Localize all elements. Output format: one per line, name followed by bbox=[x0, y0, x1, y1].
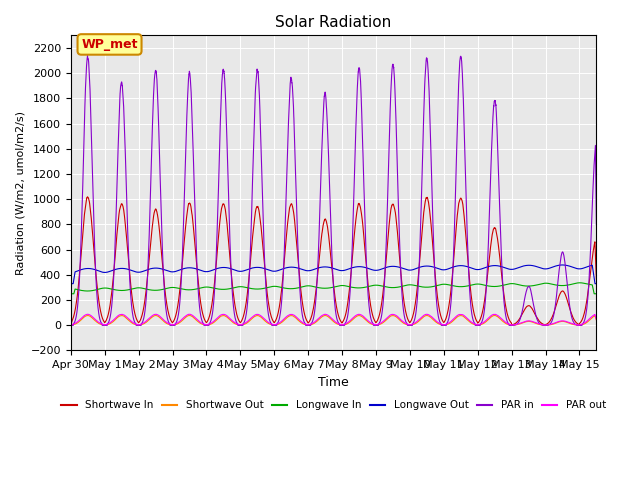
PAR in bbox=[593, 222, 600, 228]
PAR out bbox=[593, 316, 600, 322]
Longwave In bbox=[67, 291, 75, 297]
X-axis label: Time: Time bbox=[318, 376, 349, 389]
PAR out bbox=[499, 317, 507, 323]
Longwave Out bbox=[559, 262, 566, 268]
Shortwave In bbox=[67, 321, 75, 327]
Longwave Out bbox=[459, 263, 467, 269]
Longwave In bbox=[593, 291, 600, 297]
Legend: Shortwave In, Shortwave Out, Longwave In, Longwave Out, PAR in, PAR out: Shortwave In, Shortwave Out, Longwave In… bbox=[57, 396, 610, 415]
Shortwave In bbox=[593, 276, 600, 282]
Shortwave Out bbox=[460, 313, 467, 319]
Longwave Out bbox=[163, 267, 170, 273]
PAR out bbox=[409, 321, 417, 327]
Longwave In bbox=[499, 282, 507, 288]
PAR in bbox=[67, 323, 75, 328]
Longwave Out bbox=[593, 281, 600, 287]
Text: WP_met: WP_met bbox=[81, 38, 138, 51]
Shortwave In bbox=[382, 258, 390, 264]
Shortwave Out bbox=[593, 317, 600, 323]
Longwave Out bbox=[67, 281, 75, 287]
Longwave In bbox=[268, 284, 275, 289]
Longwave In bbox=[382, 284, 390, 290]
PAR in bbox=[499, 285, 507, 291]
Shortwave In bbox=[460, 203, 467, 209]
PAR in bbox=[163, 310, 170, 315]
PAR out bbox=[541, 322, 549, 328]
PAR in bbox=[460, 88, 467, 94]
Shortwave Out bbox=[541, 322, 549, 328]
Longwave In bbox=[459, 284, 467, 289]
Shortwave Out bbox=[382, 317, 390, 323]
Line: PAR in: PAR in bbox=[71, 56, 596, 325]
Longwave Out bbox=[382, 264, 390, 270]
Longwave Out bbox=[499, 264, 507, 270]
PAR out bbox=[382, 316, 390, 322]
PAR out bbox=[163, 319, 170, 325]
PAR out bbox=[460, 312, 467, 318]
Shortwave In bbox=[268, 315, 276, 321]
Shortwave In bbox=[83, 194, 91, 200]
PAR in bbox=[84, 53, 92, 59]
Line: Longwave In: Longwave In bbox=[71, 283, 596, 294]
Longwave In bbox=[409, 282, 417, 288]
Y-axis label: Radiation (W/m2, umol/m2/s): Radiation (W/m2, umol/m2/s) bbox=[15, 111, 25, 275]
Line: Shortwave Out: Shortwave Out bbox=[71, 315, 596, 325]
PAR in bbox=[409, 321, 417, 326]
Shortwave In bbox=[409, 313, 417, 319]
Longwave Out bbox=[268, 268, 275, 274]
Shortwave Out bbox=[186, 312, 193, 318]
Shortwave In bbox=[541, 322, 549, 328]
Shortwave Out bbox=[67, 322, 75, 328]
PAR out bbox=[268, 321, 276, 327]
Title: Solar Radiation: Solar Radiation bbox=[275, 15, 392, 30]
Line: PAR out: PAR out bbox=[71, 314, 596, 325]
Shortwave In bbox=[163, 299, 170, 304]
Shortwave In bbox=[499, 285, 507, 290]
Shortwave Out bbox=[499, 319, 507, 324]
PAR out bbox=[67, 322, 75, 328]
Longwave Out bbox=[409, 267, 417, 273]
Line: Shortwave In: Shortwave In bbox=[71, 197, 596, 325]
Shortwave Out bbox=[268, 322, 276, 327]
Line: Longwave Out: Longwave Out bbox=[71, 265, 596, 284]
Shortwave Out bbox=[163, 320, 170, 326]
Longwave In bbox=[576, 280, 584, 286]
Shortwave Out bbox=[409, 322, 417, 327]
Longwave In bbox=[163, 286, 170, 291]
PAR in bbox=[268, 323, 276, 328]
PAR in bbox=[382, 244, 390, 250]
PAR out bbox=[152, 312, 160, 317]
